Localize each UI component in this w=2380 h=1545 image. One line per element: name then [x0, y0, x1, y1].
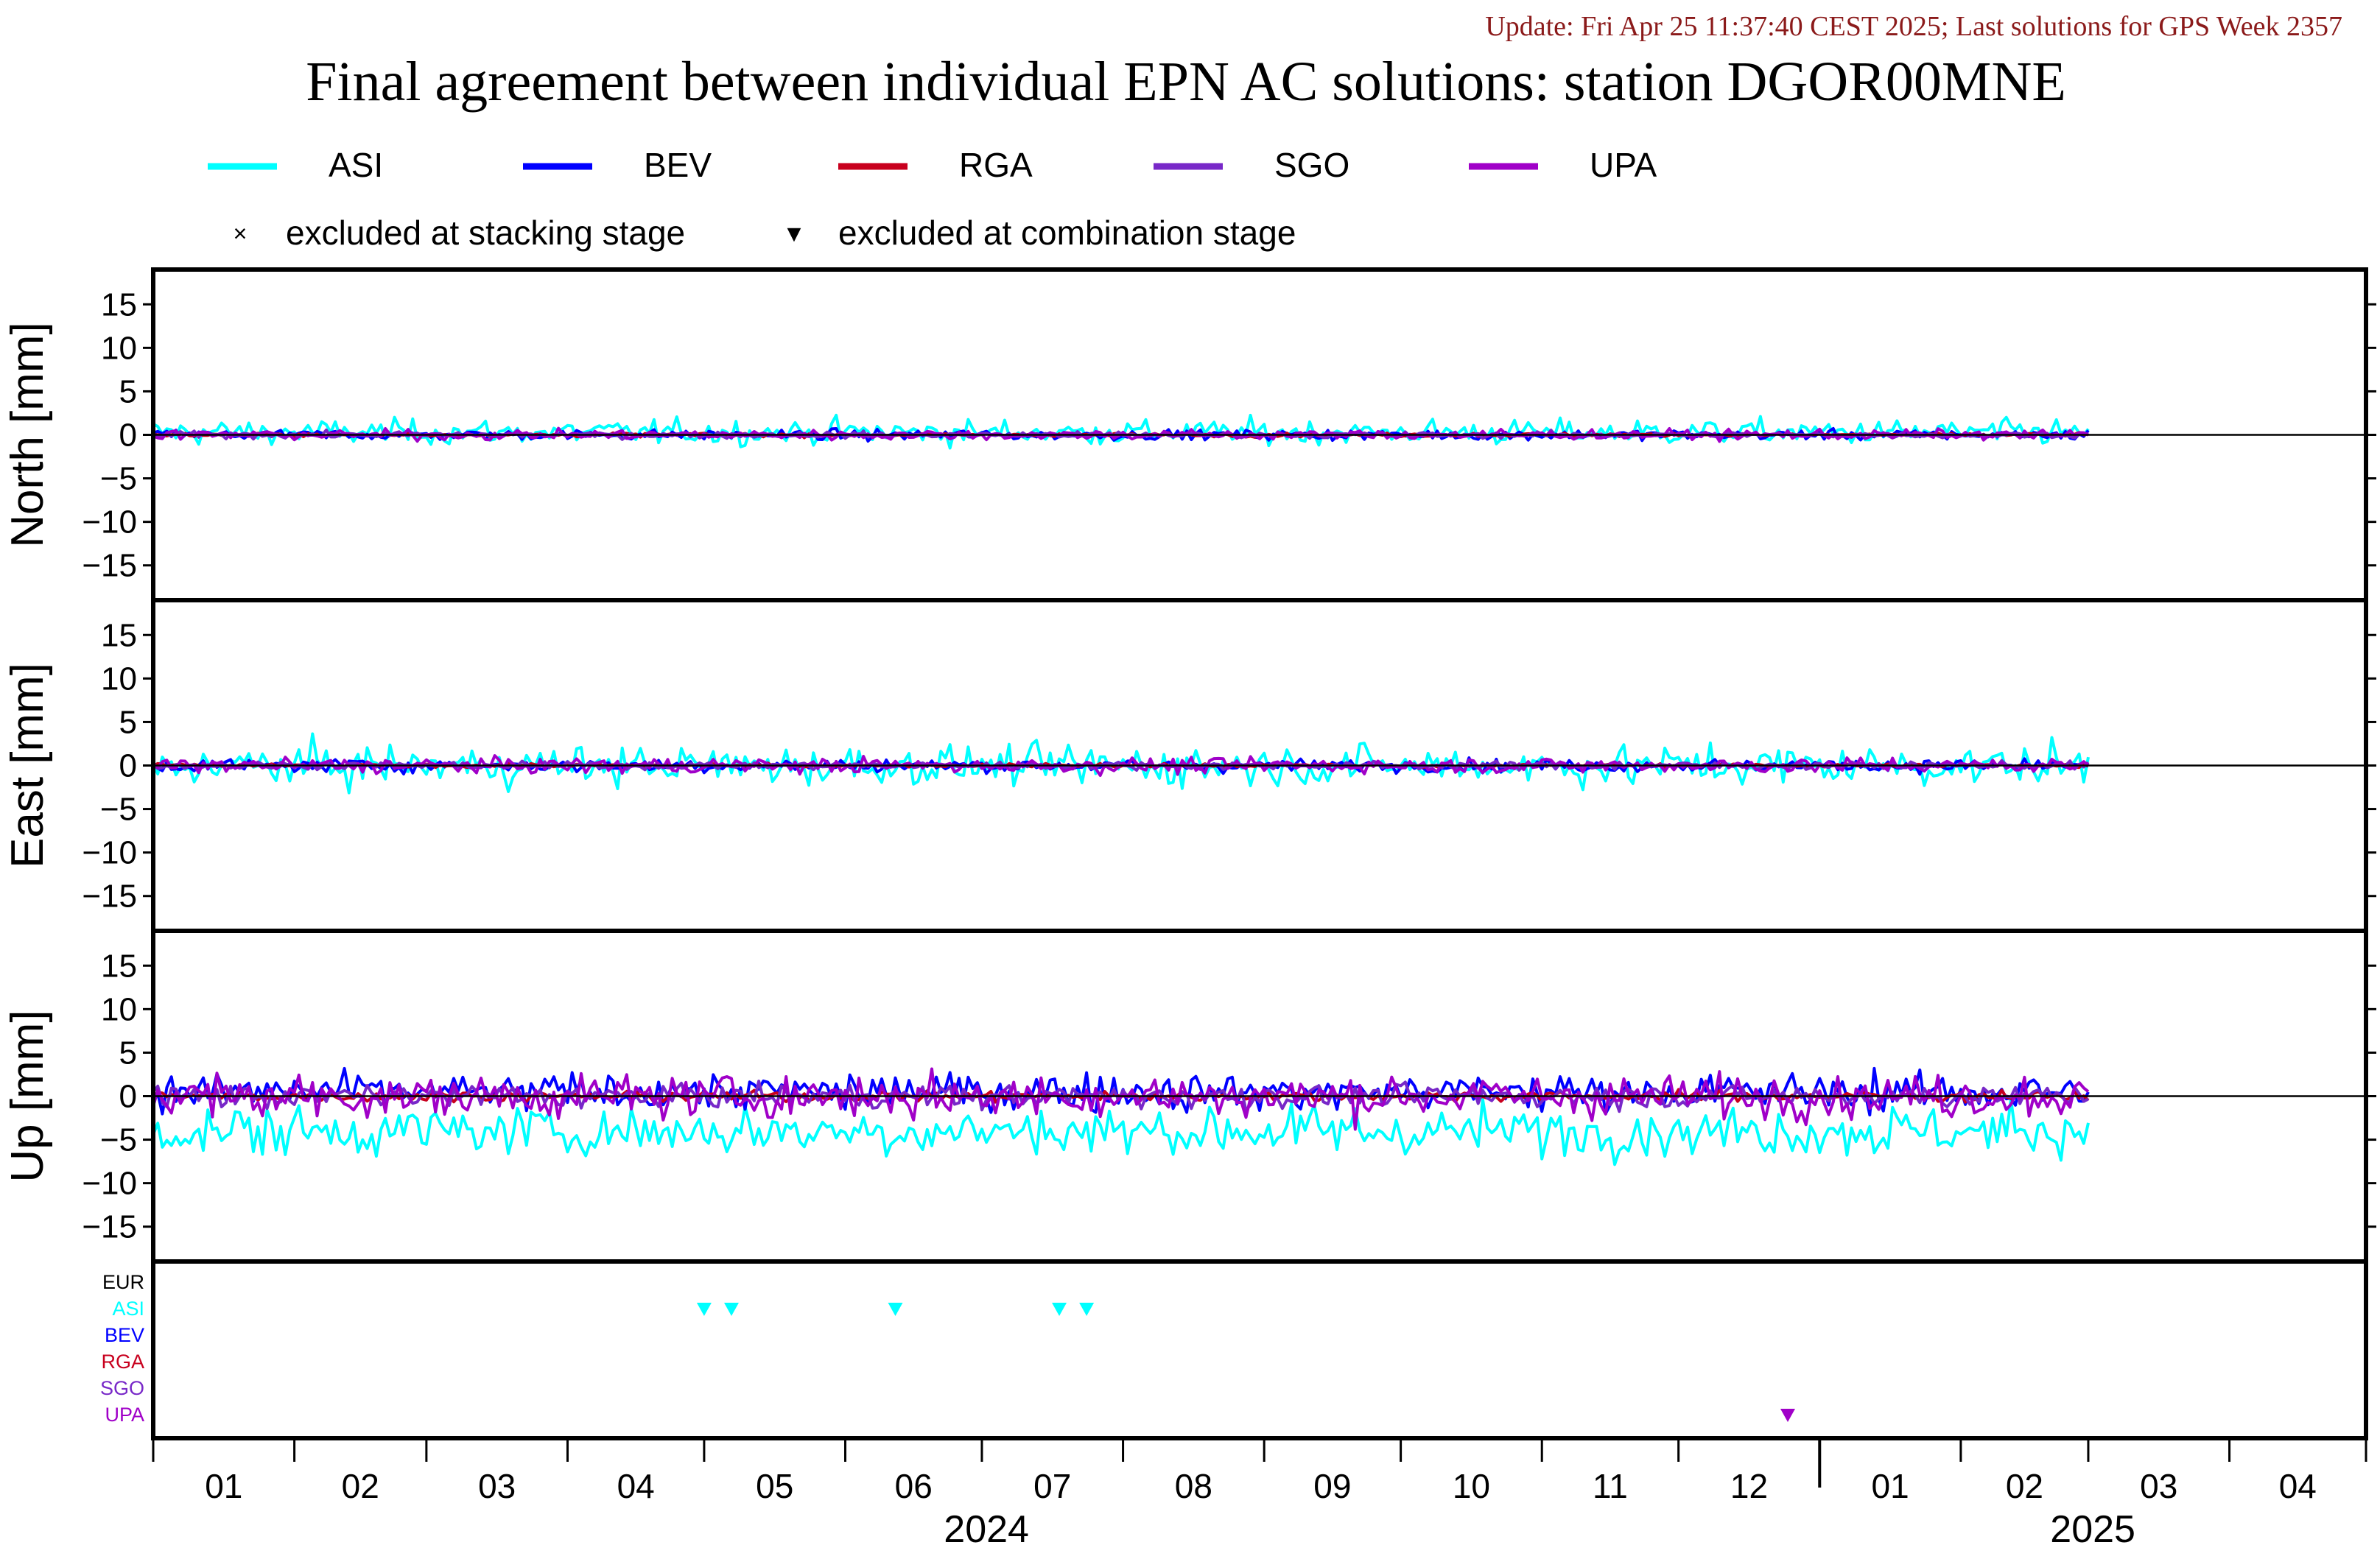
marker-label-stacking: excluded at stacking stage	[286, 214, 685, 252]
y-axis-label-up: Up [mm]	[2, 1010, 53, 1182]
y-axis-label-north: North [mm]	[2, 322, 53, 548]
legend-label-upa: UPA	[1590, 146, 1657, 184]
y-tick-label: 15	[101, 617, 137, 653]
y-tick-label: −5	[100, 1122, 137, 1158]
exclusion-marker-asi	[1052, 1303, 1067, 1316]
y-tick-label: 15	[101, 948, 137, 984]
plot-panels: 15 10 5 0 −5 −10 −15 North [mm] 15 10 5 0 −5 −10 −15 Ea…	[2, 267, 2376, 1264]
y-tick-label: −5	[100, 461, 137, 497]
y-tick-label: −15	[82, 1209, 137, 1245]
y-tick-label: −15	[82, 879, 137, 915]
y-tick-label: 0	[119, 1079, 137, 1115]
series-group	[153, 1066, 2090, 1166]
x-month-label: 04	[2279, 1467, 2317, 1505]
exclusion-row-label-eur: EUR	[102, 1271, 144, 1293]
x-month-label: 05	[756, 1467, 793, 1505]
x-month-label: 07	[1033, 1467, 1071, 1505]
series-group	[153, 732, 2090, 795]
series-line-upa	[153, 1067, 2090, 1131]
x-year-label: 2025	[2050, 1508, 2135, 1545]
x-month-label: 06	[895, 1467, 933, 1505]
y-tick-label: −5	[100, 792, 137, 828]
exclusion-row-label-bev: BEV	[105, 1324, 144, 1346]
y-tick-label: 0	[119, 748, 137, 784]
exclusion-row-label-upa: UPA	[105, 1404, 144, 1426]
y-tick-label: 10	[101, 661, 137, 697]
series-line-asi	[153, 413, 2090, 450]
exclusion-row-label-asi: ASI	[112, 1298, 144, 1320]
exclusion-row-label-rga: RGA	[101, 1351, 144, 1373]
x-month-label: 01	[1871, 1467, 1909, 1505]
x-month-label: 11	[1593, 1467, 1628, 1505]
y-tick-label: −10	[82, 504, 137, 541]
exclusion-frame	[151, 1259, 2368, 1440]
y-tick-label: 10	[101, 991, 137, 1027]
chart-title: Final agreement between individual EPN A…	[306, 51, 2066, 113]
y-tick-label: −10	[82, 1166, 137, 1202]
y-tick-label: 15	[101, 286, 137, 323]
exclusion-marker-asi	[723, 1303, 739, 1316]
legend-label-bev: BEV	[644, 146, 712, 184]
marker-label-combination: excluded at combination stage	[838, 214, 1296, 252]
legend: ASI BEV RGA SGO UPA	[208, 146, 1657, 184]
x-axis: 01 02 03 04 05 06 07 08 09 10 11 12 01 02 03 04 2024 2025	[152, 1437, 2367, 1545]
exclusion-marker-asi	[888, 1303, 903, 1316]
x-month-label: 03	[478, 1467, 516, 1505]
y-tick-label: 0	[119, 418, 137, 454]
x-year-label: 2024	[944, 1508, 1029, 1545]
panel-east: 15 10 5 0 −5 −10 −15 East [mm]	[2, 598, 2376, 933]
update-text: Update: Fri Apr 25 11:37:40 CEST 2025; L…	[1485, 11, 2342, 42]
series-line-bev	[153, 426, 2090, 443]
x-month-label: 02	[2006, 1467, 2043, 1505]
y-tick-label: −10	[82, 835, 137, 871]
exclusion-marker-upa	[1780, 1409, 1796, 1422]
series-group	[153, 413, 2090, 450]
exclusion-row-label-sgo: SGO	[100, 1377, 144, 1399]
marker-symbol-stacking: ×	[234, 220, 248, 247]
exclusion-marker-asi	[696, 1303, 712, 1316]
y-tick-label: −15	[82, 548, 137, 584]
y-tick-label: 5	[119, 1035, 137, 1071]
legend-label-asi: ASI	[329, 146, 383, 184]
exclusion-marker-asi	[1079, 1303, 1095, 1316]
x-month-label: 08	[1175, 1467, 1212, 1505]
x-month-label: 03	[2140, 1467, 2177, 1505]
x-month-label: 10	[1453, 1467, 1490, 1505]
x-month-label: 02	[342, 1467, 379, 1505]
legend-label-sgo: SGO	[1274, 146, 1349, 184]
y-tick-label: 10	[101, 330, 137, 366]
y-axis-label-east: East [mm]	[2, 663, 53, 868]
y-tick-label: 5	[119, 373, 137, 409]
legend-label-rga: RGA	[959, 146, 1033, 184]
x-month-label: 12	[1730, 1467, 1768, 1505]
series-line-asi	[153, 1097, 2090, 1166]
panel-north: 15 10 5 0 −5 −10 −15 North [mm]	[2, 267, 2376, 602]
marker-symbol-combination: ▼	[782, 220, 806, 247]
marker-legend: × excluded at stacking stage ▼ excluded at …	[234, 214, 1296, 252]
x-month-label: 01	[205, 1467, 242, 1505]
x-month-label: 04	[617, 1467, 655, 1505]
y-tick-label: 5	[119, 704, 137, 740]
panel-up: 15 10 5 0 −5 −10 −15 Up [mm]	[2, 929, 2376, 1264]
exclusion-panel: EUR ASI BEV RGA SGO UPA	[100, 1259, 2368, 1440]
x-month-label: 09	[1313, 1467, 1351, 1505]
